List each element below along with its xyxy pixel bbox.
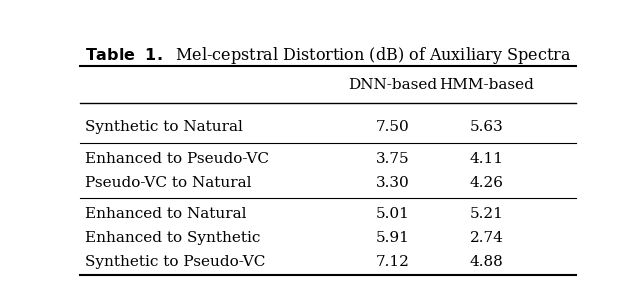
Text: Enhanced to Pseudo-VC: Enhanced to Pseudo-VC (85, 152, 269, 165)
Text: 4.26: 4.26 (470, 176, 504, 189)
Text: Synthetic to Pseudo-VC: Synthetic to Pseudo-VC (85, 255, 266, 269)
Text: 5.01: 5.01 (376, 207, 410, 221)
Text: Pseudo-VC to Natural: Pseudo-VC to Natural (85, 176, 252, 189)
Text: 5.63: 5.63 (470, 120, 504, 134)
Text: 2.74: 2.74 (470, 231, 504, 245)
Text: DNN-based: DNN-based (348, 78, 437, 91)
Text: 3.30: 3.30 (376, 176, 410, 189)
Text: Enhanced to Natural: Enhanced to Natural (85, 207, 246, 221)
Text: 7.12: 7.12 (376, 255, 410, 269)
Text: 5.21: 5.21 (470, 207, 504, 221)
Text: 4.11: 4.11 (470, 152, 504, 165)
Text: 4.88: 4.88 (470, 255, 504, 269)
Text: 7.50: 7.50 (376, 120, 410, 134)
Text: 3.75: 3.75 (376, 152, 410, 165)
Text: 5.91: 5.91 (376, 231, 410, 245)
Text: $\bf{Table\ \ 1.}$  Mel-cepstral Distortion (dB) of Auxiliary Spectra: $\bf{Table\ \ 1.}$ Mel-cepstral Distorti… (84, 45, 572, 66)
Text: Enhanced to Synthetic: Enhanced to Synthetic (85, 231, 260, 245)
Text: HMM-based: HMM-based (439, 78, 534, 91)
Text: Synthetic to Natural: Synthetic to Natural (85, 120, 243, 134)
